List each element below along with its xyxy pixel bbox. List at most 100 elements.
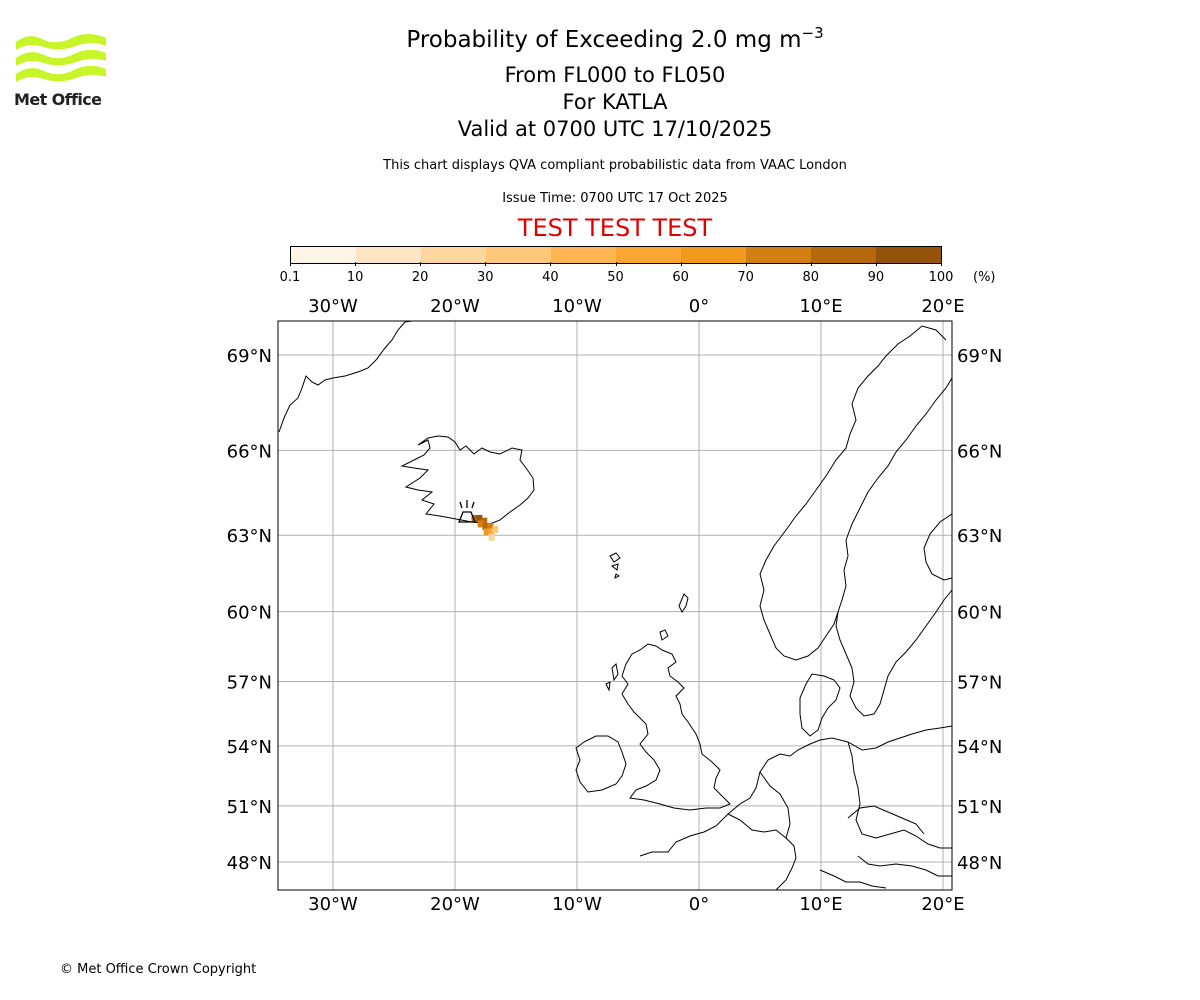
colorbar-segment (356, 247, 421, 263)
colorbar-tick-label: 30 (477, 270, 494, 285)
great-britain-coast (621, 643, 731, 811)
orkney-islands (659, 629, 669, 641)
colorbar-tick-label: 10 (346, 270, 364, 285)
denmark-coast (799, 673, 841, 737)
colorbar-tick-label: 70 (737, 270, 754, 285)
latitude-label: 69°N (227, 346, 272, 367)
latitude-label: 51°N (957, 797, 1002, 818)
colorbar-segment (811, 247, 876, 263)
colorbar-tickmark (810, 262, 812, 266)
colorbar-tick-label: 0.1 (279, 270, 301, 285)
copyright-notice: © Met Office Crown Copyright (60, 962, 257, 977)
colorbar-tickmark (615, 262, 617, 266)
latitude-label: 51°N (227, 797, 272, 818)
scandinavia-border (837, 377, 953, 613)
latitude-label: 69°N (957, 346, 1002, 367)
longitude-label: 0° (689, 296, 709, 317)
latitude-label: 54°N (227, 737, 272, 758)
met-office-wave-icon (16, 34, 106, 82)
colorbar-tick-label: 40 (542, 270, 559, 285)
colorbar-tickmark (550, 262, 552, 266)
longitude-label: 30°W (308, 894, 358, 915)
colorbar-tick-label: 90 (867, 270, 885, 285)
issue-time: Issue Time: 0700 UTC 17 Oct 2025 (502, 191, 728, 206)
sweden-coast (835, 513, 953, 717)
colorbar-segment (876, 247, 941, 263)
ash-cell (481, 517, 488, 525)
colorbar-tickmark (355, 262, 357, 266)
iceland-coast (400, 435, 535, 525)
colorbar-tickmark (941, 262, 942, 266)
colorbar-segment (291, 247, 356, 263)
colorbar-tick-label: 100 (928, 270, 954, 285)
longitude-label: 20°E (921, 894, 964, 915)
colorbar-tick-label: 80 (802, 270, 820, 285)
ash-cell (482, 523, 489, 531)
colorbar-tickmark (680, 262, 682, 266)
latitude-label: 63°N (227, 526, 272, 547)
ash-cell (492, 525, 499, 533)
longitude-label: 20°E (921, 296, 964, 317)
test-banner: TEST TEST TEST (517, 214, 713, 242)
volcano-name: For KATLA (562, 90, 668, 114)
ash-cell (477, 520, 484, 528)
coastlines (278, 320, 953, 891)
colorbar-tick-label: 60 (672, 270, 689, 285)
longitude-label: 10°W (552, 894, 602, 915)
latitude-label: 57°N (227, 673, 272, 694)
colorbar-tick-label: 20 (411, 270, 429, 285)
longitude-label: 10°E (799, 296, 842, 317)
ash-cell (471, 514, 478, 522)
colorbar-tickmark (745, 262, 747, 266)
latitude-label: 48°N (957, 853, 1002, 874)
ash-cell (488, 528, 495, 536)
chart-title: Probability of Exceeding 2.0 mg m−3 (0, 24, 1200, 53)
longitude-label: 0° (689, 894, 709, 915)
map-gridlines (278, 321, 952, 890)
colorbar-segment (616, 247, 681, 263)
ash-cell (483, 528, 490, 536)
title-exponent: −3 (801, 24, 824, 42)
longitude-label: 10°W (552, 296, 602, 317)
ash-cell (476, 514, 483, 522)
colorbar-tickmark (485, 262, 487, 266)
latitude-label: 48°N (227, 853, 272, 874)
ash-probability-cells (471, 514, 499, 541)
colorbar-segment (486, 247, 551, 263)
latitude-label: 54°N (957, 737, 1002, 758)
faroe-islands (609, 552, 621, 579)
latitude-label: 57°N (957, 673, 1002, 694)
title-text: Probability of Exceeding 2.0 mg m (406, 27, 802, 53)
colorbar-tickmark (420, 262, 422, 266)
ash-cell (488, 533, 495, 541)
country-borders (727, 741, 952, 891)
colorbar-tickmark (290, 262, 291, 266)
colorbar-segment (746, 247, 811, 263)
latitude-label: 66°N (227, 441, 272, 462)
ash-cell (487, 523, 494, 531)
colorbar-segment (681, 247, 746, 263)
shetland-islands (678, 593, 689, 613)
volcano-icon (458, 500, 476, 523)
axis-labels: 30°W 30°W 20°W 20°W 10°W 10°W 0° 0° 10°E 10°E 20°E… (227, 296, 1003, 915)
norway-coast (759, 325, 947, 661)
latitude-label: 60°N (957, 603, 1002, 624)
colorbar-unit: (%) (973, 270, 996, 285)
level-range: From FL000 to FL050 (504, 63, 726, 87)
map-frame (277, 320, 953, 891)
colorbar-segment (551, 247, 616, 263)
longitude-label: 20°W (430, 296, 480, 317)
logo-text: Met Office (14, 90, 102, 109)
greenland-coast (278, 320, 413, 433)
continent-coast (639, 725, 953, 857)
ireland-coast (575, 735, 627, 793)
longitude-label: 30°W (308, 296, 358, 317)
colorbar-segment (421, 247, 486, 263)
latitude-label: 66°N (957, 441, 1002, 462)
longitude-label: 10°E (799, 894, 842, 915)
colorbar-tick-label: 50 (607, 270, 624, 285)
latitude-label: 63°N (957, 526, 1002, 547)
colorbar-tickmark (875, 262, 877, 266)
latitude-label: 60°N (227, 603, 272, 624)
